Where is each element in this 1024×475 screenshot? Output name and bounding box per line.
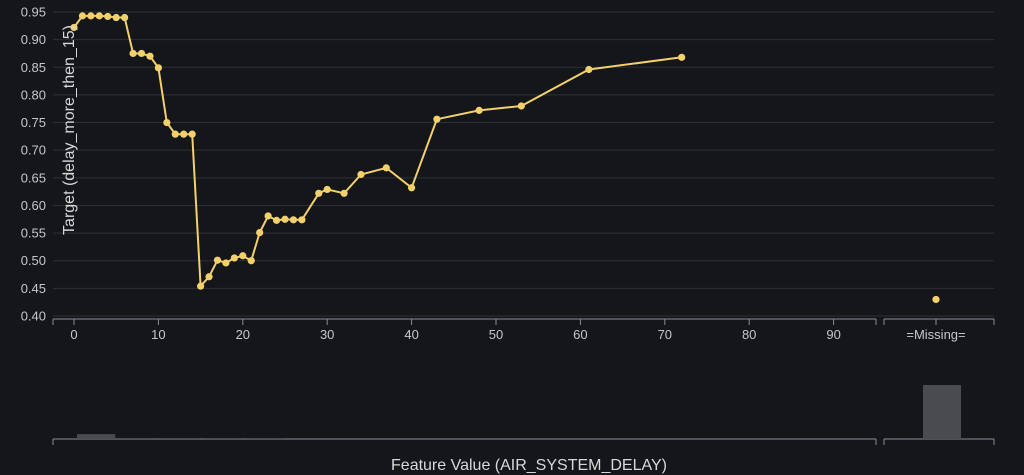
gridlines: [53, 11, 994, 317]
series-points: [70, 12, 940, 304]
data-point: [154, 64, 162, 72]
data-point: [239, 252, 247, 260]
y-tick-label: 0.75: [21, 115, 46, 130]
x-tick-label: 60: [573, 327, 587, 342]
histogram-bar: [77, 434, 116, 439]
data-point: [78, 12, 87, 20]
data-point: [129, 49, 137, 58]
data-point: [230, 254, 238, 262]
histogram-bar: [203, 438, 242, 439]
histogram-bar: [161, 438, 200, 439]
data-point: [146, 52, 154, 60]
data-point: [112, 13, 120, 22]
y-tick-label: 0.45: [21, 281, 46, 296]
x-tick-label: 50: [489, 327, 503, 342]
data-point-missing: [932, 295, 940, 304]
x-tick-label-missing: =Missing=: [906, 327, 965, 342]
data-point: [475, 106, 483, 114]
series-path: [73, 14, 682, 289]
y-tick-label: 0.60: [21, 198, 46, 213]
data-point: [298, 216, 306, 224]
data-point: [213, 256, 222, 264]
data-point: [70, 23, 78, 32]
y-tick-label: 0.80: [21, 87, 46, 102]
histogram: [77, 385, 961, 439]
x-tick-labels: 0 10 20 30 40 50 60 70 80 90: [70, 327, 840, 342]
data-point: [289, 216, 298, 224]
y-tick-label: 0.70: [21, 143, 46, 158]
histogram-bar: [119, 438, 158, 439]
data-point: [357, 170, 365, 179]
data-point: [121, 13, 129, 22]
data-point: [281, 215, 289, 223]
data-point: [382, 164, 390, 172]
y-axis-title: Target (delay_more_then_15): [61, 25, 78, 235]
data-point: [272, 216, 281, 224]
data-point: [678, 53, 686, 61]
data-point: [247, 257, 255, 265]
y-tick-label: 0.85: [21, 60, 46, 75]
y-tick-label: 0.65: [21, 170, 46, 185]
x-tick-label: 20: [236, 327, 250, 342]
x-tick-label: 40: [404, 327, 418, 342]
data-point: [87, 12, 95, 20]
data-point: [137, 49, 146, 58]
data-point: [171, 130, 179, 138]
data-point: [205, 273, 213, 281]
x-tick-label: 80: [742, 327, 756, 342]
data-point: [315, 189, 323, 197]
data-point: [180, 130, 188, 138]
data-point: [104, 12, 112, 21]
data-point: [585, 65, 593, 74]
y-tick-label: 0.55: [21, 226, 46, 241]
y-tick-label: 0.50: [21, 253, 46, 268]
axes: [52, 318, 995, 445]
x-tick-label: 0: [70, 327, 77, 342]
data-point: [95, 12, 103, 20]
x-axis-title: Feature Value (AIR_SYSTEM_DELAY): [391, 457, 667, 474]
series-line: [73, 14, 682, 289]
x-tick-label: 30: [320, 327, 334, 342]
data-point: [517, 102, 525, 110]
x-tick-label: 90: [826, 327, 840, 342]
y-tick-labels: 0.40 0.45 0.50 0.55 0.60 0.65 0.70 0.75 0.80 0.85…: [21, 5, 46, 324]
data-point: [433, 115, 441, 123]
data-point: [408, 184, 416, 192]
data-point: [188, 130, 196, 138]
x-tick-label: 10: [151, 327, 165, 342]
histogram-bar: [245, 438, 284, 439]
data-point: [256, 228, 264, 237]
y-tick-label: 0.90: [21, 32, 46, 47]
data-point: [197, 282, 205, 290]
y-tick-label: 0.40: [21, 309, 46, 324]
data-point: [323, 185, 331, 194]
y-tick-label: 0.95: [21, 5, 46, 20]
histogram-bar-missing: [923, 385, 961, 439]
data-point: [340, 189, 348, 197]
data-point: [264, 212, 272, 220]
data-point: [163, 118, 171, 127]
x-tick-label: 70: [658, 327, 672, 342]
data-point: [222, 259, 230, 267]
